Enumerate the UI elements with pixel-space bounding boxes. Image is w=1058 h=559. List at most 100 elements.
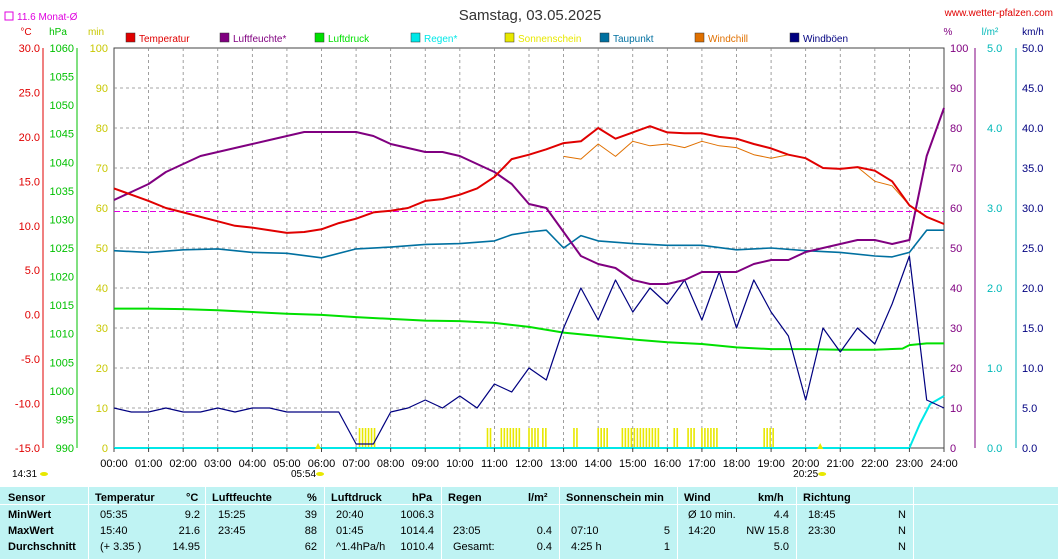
temp-unit: °C: [20, 27, 31, 38]
time-tick-label: 23:00: [896, 458, 924, 470]
wind-tick-label: 25.0: [1022, 243, 1043, 255]
weather-chart: 30.0 25.0 20.0 15.0 10.0 5.0 0.0 -5.0 -10.0 -15.0…: [4, 7, 1053, 480]
time-tick-label: 15:00: [619, 458, 647, 470]
stats-t-time-cell: (+ 3.35 ): [100, 541, 142, 553]
sun-unit: min: [88, 27, 104, 38]
chart-axes: 30.0 25.0 20.0 15.0 10.0 5.0 0.0 -5.0 -10.0 -15.0…: [15, 43, 1044, 480]
stats-header-rain-unit: l/m²: [528, 492, 548, 504]
humidity-unit: %: [944, 27, 953, 38]
stats-s-time-cell: 07:10: [571, 525, 599, 537]
stats-header-wind: Wind: [684, 492, 711, 504]
legend-swatch: [314, 32, 325, 43]
sun-tick-label: 20: [96, 363, 108, 375]
site-link[interactable]: www.wetter-pfalzen.com: [944, 8, 1053, 19]
sun-tick-label: 60: [96, 203, 108, 215]
pressure-tick-label: 1025: [50, 243, 74, 255]
rain-unit: l/m²: [982, 27, 999, 38]
pressure-tick-label: 990: [56, 443, 74, 455]
legend-label: Luftfeuchte*: [233, 34, 286, 45]
statistics-table: Sensor Temperatur °C Luftfeuchte % Luftd…: [0, 487, 1058, 559]
sun-icon: [40, 472, 48, 476]
legend-swatch: [219, 32, 230, 43]
pressure-tick-label: 1050: [50, 100, 74, 112]
stats-header-rain: Regen: [448, 492, 482, 504]
plot-series: [113, 107, 945, 449]
sunrise-marker: [315, 443, 322, 449]
stats-h-val-cell: 39: [304, 509, 317, 521]
time-tick-label: 14:00: [584, 458, 612, 470]
stats-h-val-cell: 62: [304, 541, 317, 553]
sun-tick-label: 80: [96, 123, 108, 135]
legend-label: Sonnenschein: [518, 34, 581, 45]
stats-s-time-cell: 4:25 h: [571, 541, 602, 553]
stats-h-val-cell: 88: [304, 525, 317, 537]
time-tick-label: 21:00: [826, 458, 854, 470]
legend-label: Taupunkt: [613, 34, 654, 45]
humidity-tick-label: 100: [950, 43, 968, 55]
sun-tick-label: 40: [96, 283, 108, 295]
temp-tick-label: -15.0: [15, 443, 40, 455]
monthly-avg-marker: [4, 11, 14, 21]
sunset-label: 20:25: [793, 469, 818, 480]
stats-s-val-cell: 5: [663, 525, 670, 537]
time-tick-label: 22:00: [861, 458, 889, 470]
pressure-tick-label: 1035: [50, 186, 74, 198]
stats-d-val-cell: N: [898, 525, 906, 537]
sun-tick-label: 100: [90, 43, 108, 55]
humidity-tick-label: 10: [950, 403, 962, 415]
temp-tick-label: 30.0: [19, 43, 40, 55]
stats-p-time-cell: ^1.4hPa/h: [336, 541, 386, 553]
sunrise-icon: [316, 472, 325, 476]
left-time-label: 14:31: [12, 469, 37, 480]
stats-w-val-cell: 4.4: [773, 509, 789, 521]
humidity-tick-label: 0: [950, 443, 956, 455]
stats-w-val-cell: NW 15.8: [746, 525, 789, 537]
rain-tick-label: 2.0: [987, 283, 1002, 295]
rain-tick-label: 0.0: [987, 443, 1002, 455]
stats-t-time-cell: 15:40: [100, 525, 128, 537]
rain-tick-label: 3.0: [987, 203, 1002, 215]
time-tick-label: 19:00: [757, 458, 785, 470]
legend-label: Windchill: [708, 34, 748, 45]
wind-tick-label: 35.0: [1022, 163, 1043, 175]
rain-tick-label: 5.0: [987, 43, 1002, 55]
pressure-tick-label: 1030: [50, 214, 74, 226]
humidity-line: [113, 107, 945, 285]
time-tick-label: 07:00: [342, 458, 370, 470]
dewpoint-line: [113, 229, 944, 259]
time-tick-label: 04:00: [239, 458, 267, 470]
stats-label-cell: Durchschnitt: [8, 541, 76, 553]
sun-tick-label: 50: [96, 243, 108, 255]
sunrise-label: 05:54: [291, 469, 316, 480]
pressure-tick-label: 1040: [50, 157, 74, 169]
temp-tick-label: 0.0: [25, 310, 40, 322]
sunset-marker: [817, 443, 824, 449]
stats-r-time-cell: Gesamt:: [453, 541, 495, 553]
time-tick-label: 24:00: [930, 458, 958, 470]
stats-d-time-cell: 23:30: [808, 525, 836, 537]
wind-tick-label: 30.0: [1022, 203, 1043, 215]
pressure-tick-label: 1010: [50, 329, 74, 341]
sun-tick-label: 70: [96, 163, 108, 175]
stats-header-hum-unit: %: [307, 492, 317, 504]
humidity-tick-label: 30: [950, 323, 962, 335]
stats-h-time-cell: 15:25: [218, 509, 246, 521]
sun-tick-label: 10: [96, 403, 108, 415]
temp-tick-label: 15.0: [19, 176, 40, 188]
time-tick-label: 03:00: [204, 458, 232, 470]
time-tick-label: 10:00: [446, 458, 474, 470]
time-tick-label: 05:00: [273, 458, 301, 470]
temp-tick-label: 25.0: [19, 87, 40, 99]
temp-tick-label: -10.0: [15, 399, 40, 411]
time-tick-label: 18:00: [723, 458, 751, 470]
stats-p-val-cell: 1006.3: [400, 509, 434, 521]
legend-swatch: [599, 32, 610, 43]
stats-header-wind-unit: km/h: [758, 492, 784, 504]
stats-d-val-cell: N: [898, 509, 906, 521]
rain-tick-label: 4.0: [987, 123, 1002, 135]
time-tick-label: 09:00: [411, 458, 439, 470]
stats-t-time-cell: 05:35: [100, 509, 128, 521]
humidity-tick-label: 20: [950, 363, 962, 375]
stats-header-dir: Richtung: [803, 492, 851, 504]
wind-tick-label: 10.0: [1022, 363, 1043, 375]
